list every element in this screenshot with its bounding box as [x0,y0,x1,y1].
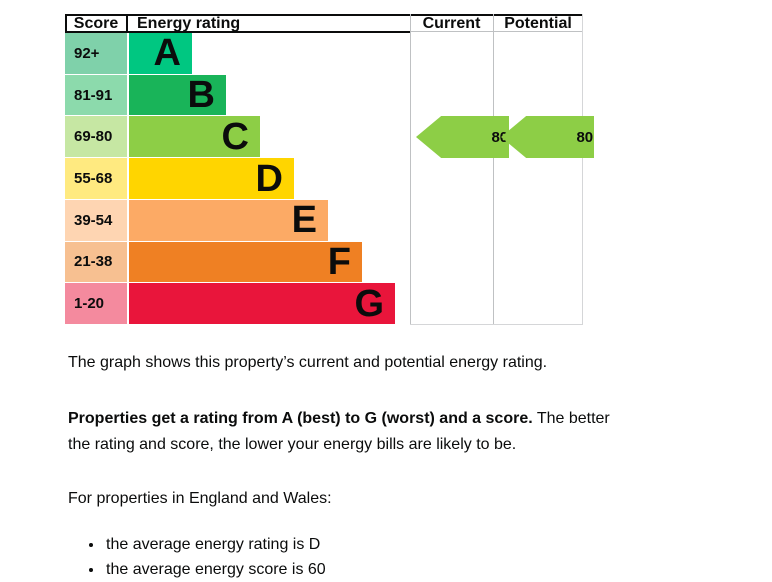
column-header-current: Current [422,14,481,32]
band-bar-b: B [129,74,226,116]
current-rating-arrow: 80 C [416,116,510,158]
potential-rating-arrow: 80 C [501,116,595,158]
column-header-score: Score [73,14,119,32]
rating-explanation-rest: The better the rating and score, the low… [68,410,610,453]
band-score-cell: 21-38 [65,241,127,283]
average-score-item: the average energy score is 60 [104,557,630,582]
chart-description: The graph shows this property’s current … [68,350,630,582]
chart-bottom-border [410,324,583,325]
header-underline [65,31,410,33]
header-underline-light [410,31,583,32]
chart-header-row: Score Energy rating Current Potential [65,14,583,32]
potential-rating-band: C [601,128,612,146]
score-column-separator [126,14,128,33]
current-column-left-border [410,14,411,325]
band-score-cell: 1-20 [65,283,127,325]
potential-rating-score: 80 [576,128,594,146]
band-bar-a: A [129,33,192,74]
intro-paragraph: The graph shows this property’s current … [68,354,548,371]
band-bar-f: F [129,241,362,283]
chart-right-border [582,14,583,325]
band-score-cell: 69-80 [65,116,127,158]
current-rating-score: 80 [491,128,509,146]
averages-list: the average energy rating is D the avera… [88,532,630,582]
column-header-energy-rating: Energy rating [137,14,241,32]
band-bar-c: C [129,116,260,158]
band-row-b: 81-91 B [65,74,410,117]
chart-top-border [65,14,583,16]
band-score-cell: 39-54 [65,199,127,241]
band-score-cell: 92+ [65,33,127,74]
rating-explanation-paragraph: Properties get a rating from A (best) to… [68,406,630,458]
potential-column-left-border [493,14,494,325]
rating-explanation-bold: Properties get a rating from A (best) to… [68,410,533,427]
rating-bands: 92+ A 81-91 B 69-80 C 55-68 D 39-54 E 21… [65,33,410,325]
band-bar-g: G [129,283,395,325]
band-score-cell: 55-68 [65,158,127,199]
band-row-g: 1-20 G [65,283,410,325]
band-row-f: 21-38 F [65,241,410,284]
region-paragraph: For properties in England and Wales: [68,490,332,507]
column-header-potential: Potential [504,14,572,32]
epc-rating-chart: Score Energy rating Current Potential 92… [65,14,595,325]
header-left-border [65,14,67,33]
band-score-cell: 81-91 [65,74,127,116]
band-row-c: 69-80 C [65,116,410,158]
band-bar-e: E [129,199,328,241]
band-row-a: 92+ A [65,33,410,75]
average-rating-item: the average energy rating is D [104,532,630,557]
band-bar-d: D [129,158,294,199]
band-row-e: 39-54 E [65,199,410,242]
band-row-d: 55-68 D [65,158,410,200]
